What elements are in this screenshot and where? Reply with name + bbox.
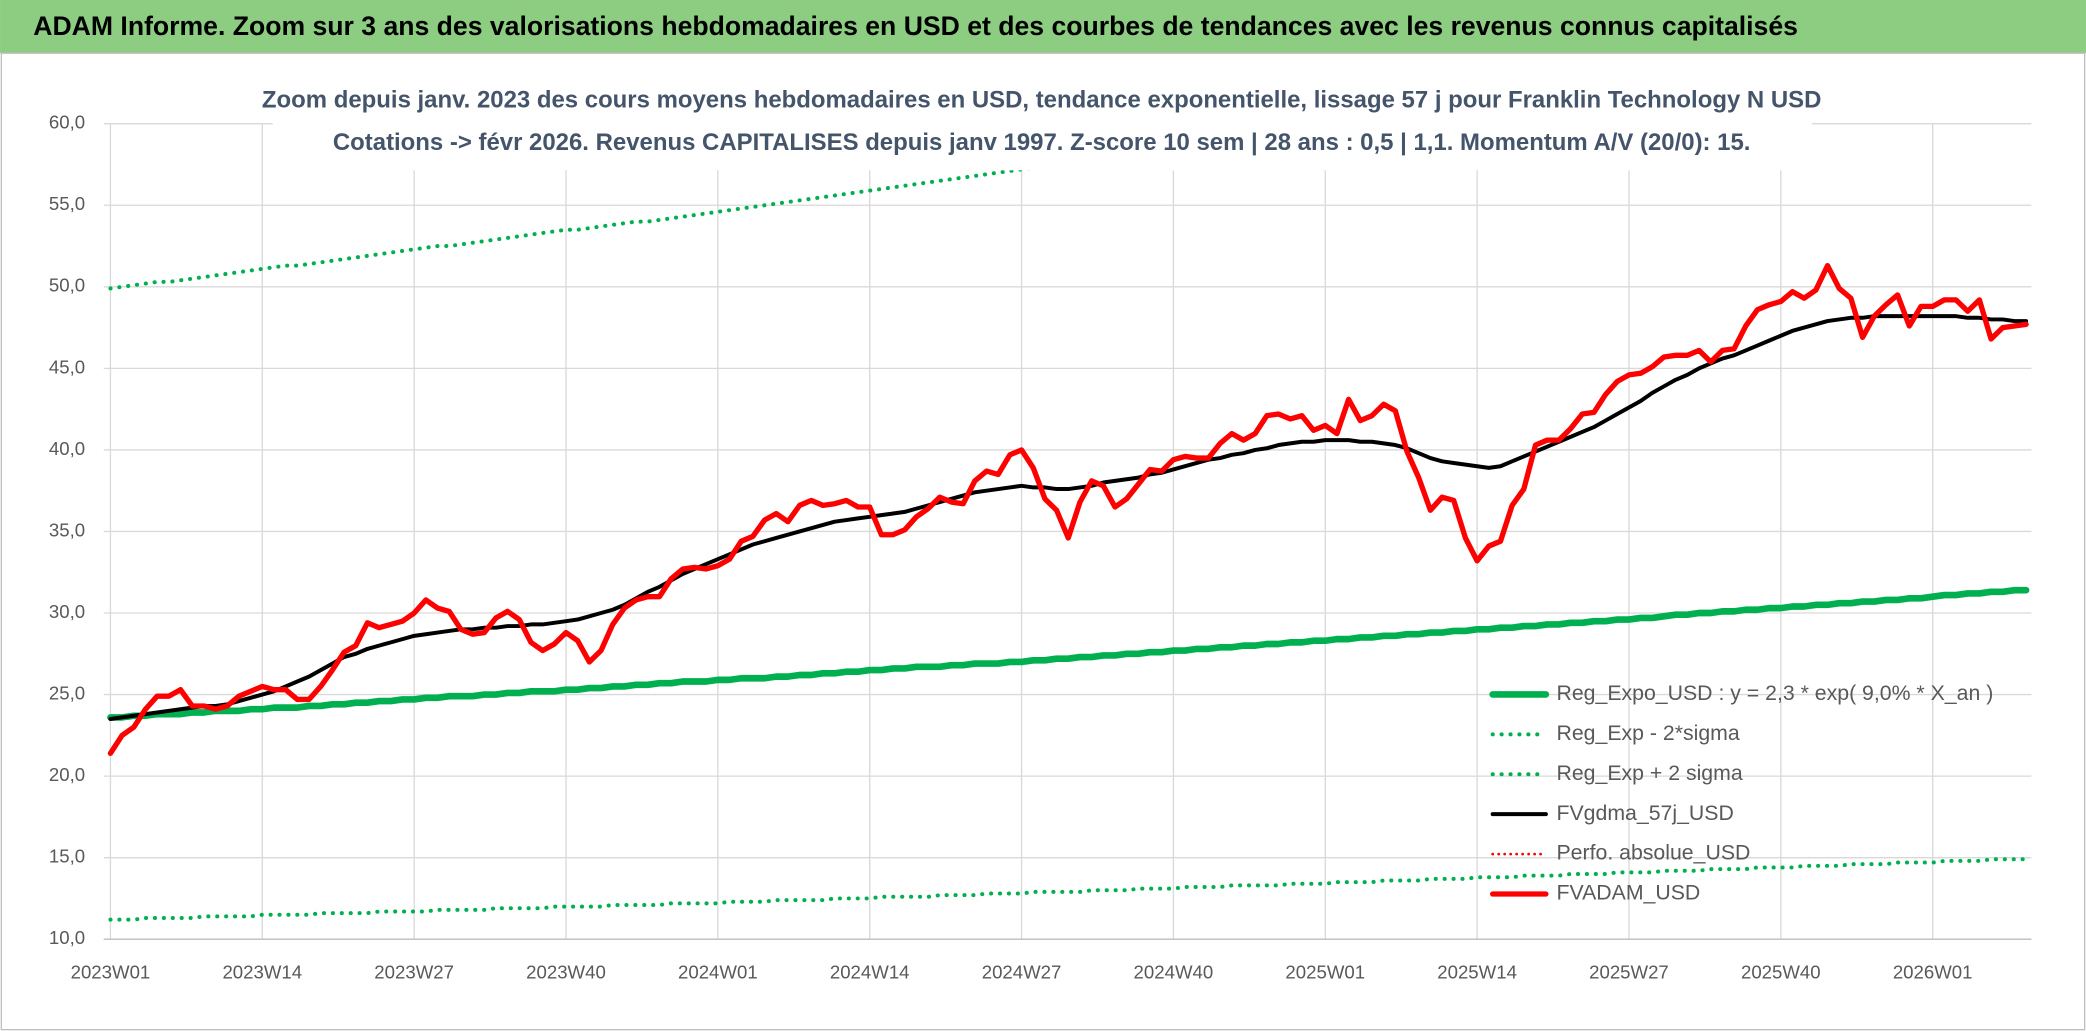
y-tick-label: 60,0 [49,112,85,133]
y-tick-label: 30,0 [49,601,85,622]
y-tick-label: 20,0 [49,764,85,785]
legend-label: Reg_Exp + 2 sigma [1557,761,1743,785]
legend-label: Perfo. absolue_USD [1557,841,1751,865]
x-tick-label: 2024W40 [1134,962,1214,983]
legend-label: Reg_Expo_USD : y = 2,3 * exp( 9,0% * X_a… [1557,681,1994,705]
x-tick-label: 2025W01 [1285,962,1365,983]
x-tick-label: 2024W01 [678,962,758,983]
legend: Reg_Expo_USD : y = 2,3 * exp( 9,0% * X_a… [1489,681,1994,905]
x-tick-label: 2024W14 [830,962,910,983]
series-line [108,119,1380,291]
series-line [108,314,2029,722]
x-tick-label: 2025W27 [1589,962,1669,983]
legend-label: FVADAM_USD [1557,881,1701,905]
series-line [107,586,2030,721]
header-band [0,0,2086,54]
x-tick-label: 2026W01 [1893,962,1973,983]
x-tick-label: 2023W14 [222,962,302,983]
x-tick-label: 2023W01 [71,962,151,983]
x-tick-label: 2025W40 [1741,962,1821,983]
x-tick-label: 2024W27 [982,962,1062,983]
plot [107,119,2030,922]
legend-label: FVgdma_57j_USD [1557,801,1734,825]
chart-title: Zoom depuis janv. 2023 des cours moyens … [262,86,1821,113]
y-tick-label: 25,0 [49,682,85,703]
chart-subtitle: Cotations -> févr 2026. Revenus CAPITALI… [333,129,1751,156]
y-tick-label: 15,0 [49,846,85,867]
y-tick-label: 50,0 [49,275,85,296]
x-tick-label: 2025W14 [1437,962,1517,983]
title-box [272,77,1812,171]
header-title: ADAM Informe. Zoom sur 3 ans des valoris… [33,11,1798,41]
series-line [107,262,2029,756]
y-tick-label: 55,0 [49,193,85,214]
y-tick-label: 45,0 [49,356,85,377]
x-tick-label: 2023W27 [374,962,454,983]
legend-label: Reg_Exp - 2*sigma [1557,721,1740,745]
x-tick-label: 2023W40 [526,962,606,983]
y-tick-label: 35,0 [49,519,85,540]
series-line [108,857,2029,922]
chart-border [0,52,2086,1031]
y-tick-label: 10,0 [49,927,85,948]
y-tick-label: 40,0 [49,438,85,459]
